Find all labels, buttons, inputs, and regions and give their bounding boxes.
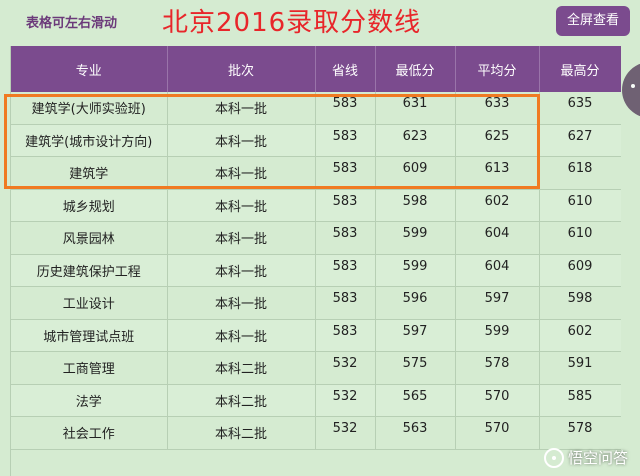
col-header-max-score[interactable]: 最高分: [539, 46, 621, 92]
cell-province-line: 583: [315, 254, 376, 287]
score-table: 专业 批次 省线 最低分 平均分 最高分 建筑学(大师实验班) 本科一批 583 63…: [11, 46, 621, 450]
cell-major: 社会工作: [11, 416, 168, 450]
scroll-hint: 表格可左右滑动: [26, 16, 118, 31]
cell-major: 历史建筑保护工程: [11, 254, 168, 287]
col-header-min-score[interactable]: 最低分: [375, 46, 456, 92]
cell-min-score: 609: [375, 156, 456, 190]
watermark: 悟空问答: [543, 447, 628, 468]
side-menu-handle[interactable]: [622, 62, 640, 118]
cell-province-line: 532: [315, 351, 376, 385]
table-row: 工业设计 本科一批 583 596 597 598: [11, 286, 621, 320]
cell-max-score: 602: [539, 319, 621, 352]
cell-min-score: 596: [375, 286, 456, 320]
cell-min-score: 563: [375, 416, 456, 450]
cell-batch: 本科一批: [167, 189, 316, 222]
cell-major: 工商管理: [11, 351, 168, 385]
cell-avg-score: 604: [455, 254, 540, 287]
cell-batch: 本科二批: [167, 384, 316, 417]
table-header-row: 专业 批次 省线 最低分 平均分 最高分: [11, 46, 621, 92]
cell-batch: 本科一批: [167, 319, 316, 352]
cell-batch: 本科二批: [167, 416, 316, 450]
cell-avg-score: 633: [455, 92, 540, 125]
watermark-text: 悟空问答: [567, 449, 628, 467]
cell-batch: 本科一批: [167, 286, 316, 320]
cell-avg-score: 597: [455, 286, 540, 320]
col-header-major[interactable]: 专业: [11, 46, 168, 92]
cell-avg-score: 613: [455, 156, 540, 190]
cell-min-score: 599: [375, 221, 456, 255]
cell-max-score: 585: [539, 384, 621, 417]
cell-max-score: 598: [539, 286, 621, 320]
cell-max-score: 578: [539, 416, 621, 450]
top-bar: 表格可左右滑动 北京2016录取分数线 全屏查看: [0, 0, 640, 46]
cell-major: 工业设计: [11, 286, 168, 320]
cell-min-score: 599: [375, 254, 456, 287]
cell-avg-score: 570: [455, 416, 540, 450]
cell-min-score: 597: [375, 319, 456, 352]
cell-major: 城市管理试点班: [11, 319, 168, 352]
cell-major: 法学: [11, 384, 168, 417]
cell-batch: 本科一批: [167, 92, 316, 125]
fullscreen-button[interactable]: 全屏查看: [556, 6, 630, 36]
cell-max-score: 627: [539, 124, 621, 157]
cell-max-score: 610: [539, 189, 621, 222]
cell-avg-score: 602: [455, 189, 540, 222]
cell-province-line: 532: [315, 416, 376, 450]
cell-major: 建筑学(城市设计方向): [11, 124, 168, 157]
cell-max-score: 635: [539, 92, 621, 125]
col-header-batch[interactable]: 批次: [167, 46, 316, 92]
cell-batch: 本科二批: [167, 351, 316, 385]
page-title: 北京2016录取分数线: [162, 8, 422, 38]
cell-avg-score: 604: [455, 221, 540, 255]
cell-province-line: 583: [315, 319, 376, 352]
table-row: 历史建筑保护工程 本科一批 583 599 604 609: [11, 254, 621, 287]
cell-province-line: 583: [315, 189, 376, 222]
table-row: 城市管理试点班 本科一批 583 597 599 602: [11, 319, 621, 352]
col-header-province-line[interactable]: 省线: [315, 46, 376, 92]
table-row: 城乡规划 本科一批 583 598 602 610: [11, 189, 621, 222]
cell-batch: 本科一批: [167, 221, 316, 255]
table-row: 建筑学(大师实验班) 本科一批 583 631 633 635: [11, 92, 621, 125]
cell-batch: 本科一批: [167, 156, 316, 190]
table-row: 社会工作 本科二批 532 563 570 578: [11, 416, 621, 450]
cell-province-line: 583: [315, 286, 376, 320]
cell-avg-score: 625: [455, 124, 540, 157]
cell-major: 风景园林: [11, 221, 168, 255]
table-row: 法学 本科二批 532 565 570 585: [11, 384, 621, 417]
score-table-container[interactable]: 专业 批次 省线 最低分 平均分 最高分 建筑学(大师实验班) 本科一批 583 63…: [10, 46, 621, 476]
table-row: 建筑学 本科一批 583 609 613 618: [11, 156, 621, 190]
cell-min-score: 598: [375, 189, 456, 222]
cell-min-score: 565: [375, 384, 456, 417]
cell-avg-score: 578: [455, 351, 540, 385]
cell-province-line: 583: [315, 92, 376, 125]
cell-avg-score: 570: [455, 384, 540, 417]
cell-batch: 本科一批: [167, 124, 316, 157]
cell-max-score: 618: [539, 156, 621, 190]
cell-min-score: 575: [375, 351, 456, 385]
cell-max-score: 610: [539, 221, 621, 255]
table-row: 工商管理 本科二批 532 575 578 591: [11, 351, 621, 385]
cell-major: 城乡规划: [11, 189, 168, 222]
cell-avg-score: 599: [455, 319, 540, 352]
cell-batch: 本科一批: [167, 254, 316, 287]
col-header-avg-score[interactable]: 平均分: [455, 46, 540, 92]
cell-province-line: 532: [315, 384, 376, 417]
cell-province-line: 583: [315, 156, 376, 190]
cell-province-line: 583: [315, 124, 376, 157]
cell-major: 建筑学: [11, 156, 168, 190]
cell-min-score: 631: [375, 92, 456, 125]
wukong-logo-icon: [543, 447, 564, 468]
cell-province-line: 583: [315, 221, 376, 255]
cell-max-score: 609: [539, 254, 621, 287]
handle-dot-icon: [631, 84, 635, 88]
table-row: 建筑学(城市设计方向) 本科一批 583 623 625 627: [11, 124, 621, 157]
table-row: 风景园林 本科一批 583 599 604 610: [11, 221, 621, 255]
cell-major: 建筑学(大师实验班): [11, 92, 168, 125]
cell-min-score: 623: [375, 124, 456, 157]
cell-max-score: 591: [539, 351, 621, 385]
